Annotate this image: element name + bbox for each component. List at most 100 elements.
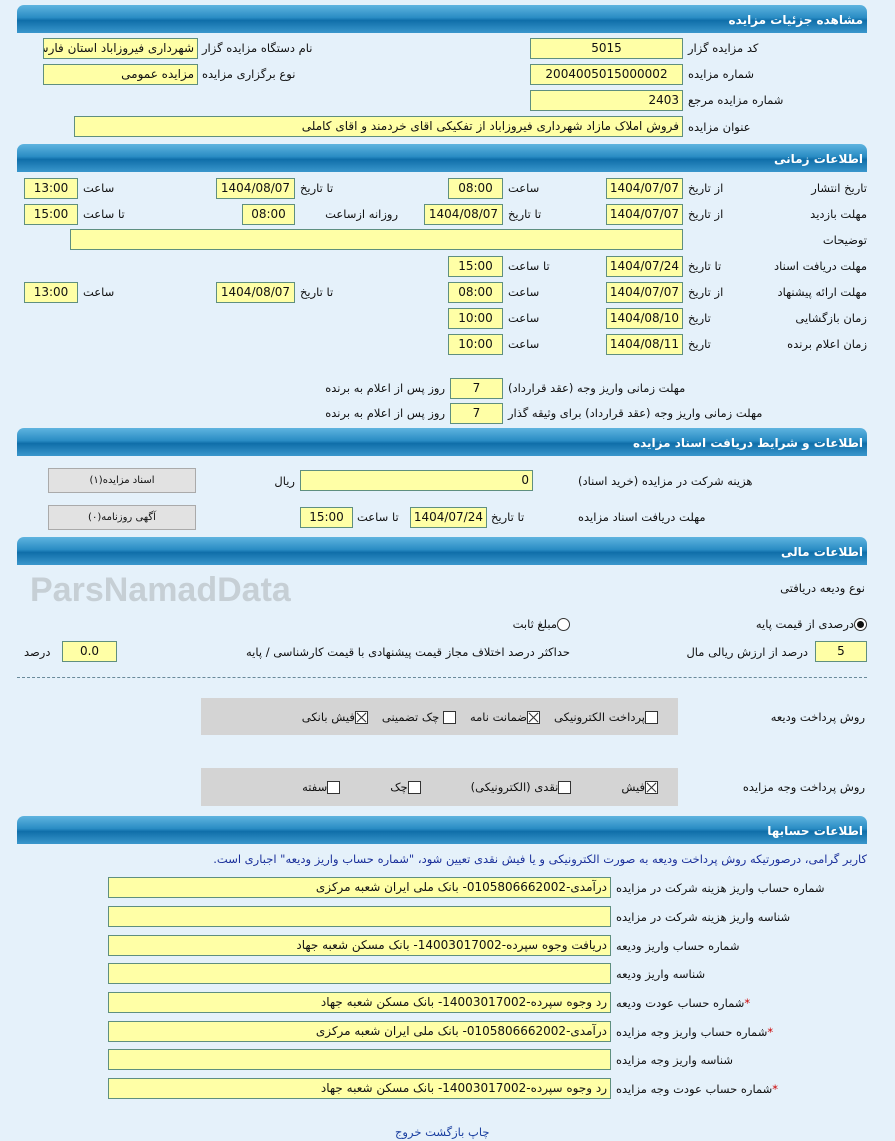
desc-field[interactable] — [70, 229, 683, 250]
payment-method-cheque[interactable]: چک — [390, 780, 421, 794]
deposit-method-label: روش پرداخت ودیعه — [770, 710, 865, 724]
checkbox-icon[interactable] — [645, 710, 658, 724]
payment-method-cash[interactable]: نقدی (الکترونیکی) — [471, 780, 572, 794]
exit-link[interactable]: خروج — [395, 1125, 422, 1139]
checkbox-icon[interactable] — [527, 710, 541, 724]
max-diff-label: حداکثر درصد اختلاف مجاز قیمت پیشنهادی با… — [245, 645, 570, 659]
deposit-method-electronic[interactable]: پرداخت الکترونیکی — [554, 710, 658, 724]
payment-method-label: روش پرداخت وجه مزایده — [742, 780, 865, 794]
checkbox-icon[interactable] — [442, 710, 456, 724]
checkbox-icon[interactable] — [327, 781, 341, 794]
pay1-field[interactable]: 7 — [450, 378, 503, 399]
docs-to-time[interactable]: 15:00 — [448, 256, 503, 277]
radio-icon[interactable] — [854, 618, 867, 631]
publish-from-time[interactable]: 08:00 — [448, 178, 503, 199]
deposit-method-bank-slip[interactable]: فیش بانکی — [302, 710, 368, 724]
number-field[interactable]: 2004005015000002 — [530, 64, 683, 85]
from-date-label: از تاریخ — [688, 181, 724, 195]
publish-from-date[interactable]: 1404/07/07 — [606, 178, 683, 199]
account-row-label: *شماره حساب واریز وجه مزایده — [616, 1024, 773, 1040]
title-label: عنوان مزایده — [688, 120, 751, 134]
fee-field[interactable]: 0 — [300, 470, 533, 491]
back-link[interactable]: بازگشت — [425, 1125, 465, 1139]
offer-to-date[interactable]: 1404/08/07 — [216, 282, 295, 303]
title-field[interactable]: فروش املاک مازاد شهرداری فیروزاباد از تف… — [74, 116, 683, 137]
visit-daily-from[interactable]: 08:00 — [242, 204, 295, 225]
label-text: شماره حساب واریز ودیعه — [616, 939, 740, 953]
account-row-label: شناسه واریز وجه مزایده — [616, 1052, 733, 1068]
account-row-field[interactable] — [108, 963, 611, 984]
visit-from-date[interactable]: 1404/07/07 — [606, 204, 683, 225]
account-row-field[interactable]: دریافت وجوه سپرده-14003017002- بانک مسکن… — [108, 935, 611, 956]
footer-links: چاپ بازگشت خروج — [395, 1124, 490, 1140]
pay2-field[interactable]: 7 — [450, 403, 503, 424]
section-header-details: مشاهده جزئیات مزایده — [17, 5, 867, 33]
auction-documents-button[interactable]: اسناد مزایده(۱) — [48, 468, 196, 493]
to-date-label: تا تاریخ — [491, 510, 525, 524]
fee-label: هزینه شرکت در مزایده (خرید اسناد) — [578, 474, 753, 488]
deposit-type-label: نوع ودیعه دریافتی — [780, 581, 865, 595]
radio-percent[interactable]: درصدی از قیمت پایه — [756, 617, 867, 631]
offer-from-date[interactable]: 1404/07/07 — [606, 282, 683, 303]
checkbox-icon[interactable] — [407, 781, 421, 794]
radio-fixed[interactable]: مبلغ ثابت — [513, 617, 570, 631]
type-label: نوع برگزاری مزایده — [202, 67, 296, 81]
account-row-label: شماره حساب واریز هزینه شرکت در مزایده — [616, 880, 824, 896]
account-row-field[interactable]: رد وجوه سپرده-14003017002- بانک مسکن شعب… — [108, 1078, 611, 1099]
account-row-field[interactable] — [108, 906, 611, 927]
offer-to-time[interactable]: 13:00 — [24, 282, 78, 303]
publish-to-date[interactable]: 1404/08/07 — [216, 178, 295, 199]
print-link[interactable]: چاپ — [468, 1125, 490, 1139]
option-label: نقدی (الکترونیکی) — [470, 780, 559, 794]
type-field[interactable]: مزایده عمومی — [43, 64, 198, 85]
visit-to-date[interactable]: 1404/08/07 — [424, 204, 503, 225]
desc-label: توضیحات — [822, 233, 867, 247]
accounts-notice: کاربر گرامی، درصورتیکه روش پرداخت ودیعه … — [213, 852, 867, 866]
hour-label: ساعت — [508, 285, 540, 299]
radio-icon[interactable] — [557, 618, 570, 631]
opening-time[interactable]: 10:00 — [448, 308, 503, 329]
from-date-label: از تاریخ — [688, 207, 724, 221]
option-label: فیش بانکی — [301, 709, 355, 724]
checkbox-icon[interactable] — [354, 710, 368, 724]
publish-to-time[interactable]: 13:00 — [24, 178, 78, 199]
section-header-docs: اطلاعات و شرایط دریافت اسناد مزایده — [17, 428, 867, 456]
docs-deadline-label: مهلت دریافت اسناد مزایده — [578, 510, 706, 524]
docs-date-field[interactable]: 1404/07/24 — [410, 507, 487, 528]
opening-date[interactable]: 1404/08/10 — [606, 308, 683, 329]
hour-label: ساعت — [83, 285, 115, 299]
account-row-field[interactable]: درآمدی-0105806662002- بانک ملی ایران شعب… — [108, 877, 611, 898]
required-mark: * — [767, 1025, 774, 1039]
winner-time[interactable]: 10:00 — [448, 334, 503, 355]
deposit-method-cheque[interactable]: چک تضمینی — [382, 710, 456, 724]
account-row-label: شناسه واریز هزینه شرکت در مزایده — [616, 909, 790, 925]
payment-method-promissory[interactable]: سفته — [302, 780, 341, 794]
ref-field[interactable]: 2403 — [530, 90, 683, 111]
hour-label: ساعت — [83, 181, 115, 195]
org-field[interactable]: شهرداری فیروزاباد استان فارس — [43, 38, 198, 59]
percent-field[interactable]: 5 — [815, 641, 867, 662]
checkbox-icon[interactable] — [645, 781, 658, 794]
offer-from-time[interactable]: 08:00 — [448, 282, 503, 303]
hour-label: ساعت — [508, 311, 540, 325]
payment-method-slip[interactable]: فیش — [621, 780, 658, 794]
visit-to-time[interactable]: 15:00 — [24, 204, 78, 225]
docs-to-date[interactable]: 1404/07/24 — [606, 256, 683, 277]
account-row-label: شماره حساب واریز ودیعه — [616, 938, 739, 954]
label-text: شناسه واریز هزینه شرکت در مزایده — [616, 910, 791, 924]
max-diff-field[interactable]: 0.0 — [62, 641, 117, 662]
date-label: تاریخ — [688, 311, 711, 325]
option-label: پرداخت الکترونیکی — [554, 709, 645, 724]
account-row-field[interactable]: درآمدی-0105806662002- بانک ملی ایران شعب… — [108, 1021, 611, 1042]
account-row-field[interactable] — [108, 1049, 611, 1070]
deposit-method-guarantee[interactable]: ضمانت نامه — [470, 710, 541, 724]
code-field[interactable]: 5015 — [530, 38, 683, 59]
account-row-field[interactable]: رد وجوه سپرده-14003017002- بانک مسکن شعب… — [108, 992, 611, 1013]
label-text: شماره حساب واریز وجه مزایده — [616, 1025, 768, 1039]
ref-label: شماره مزایده مرجع — [688, 93, 784, 107]
newspaper-ads-button[interactable]: آگهی روزنامه(۰) — [48, 505, 196, 530]
to-date-label: تا تاریخ — [508, 207, 542, 221]
docs-time-field[interactable]: 15:00 — [300, 507, 353, 528]
winner-date[interactable]: 1404/08/11 — [606, 334, 683, 355]
checkbox-icon[interactable] — [558, 781, 572, 794]
